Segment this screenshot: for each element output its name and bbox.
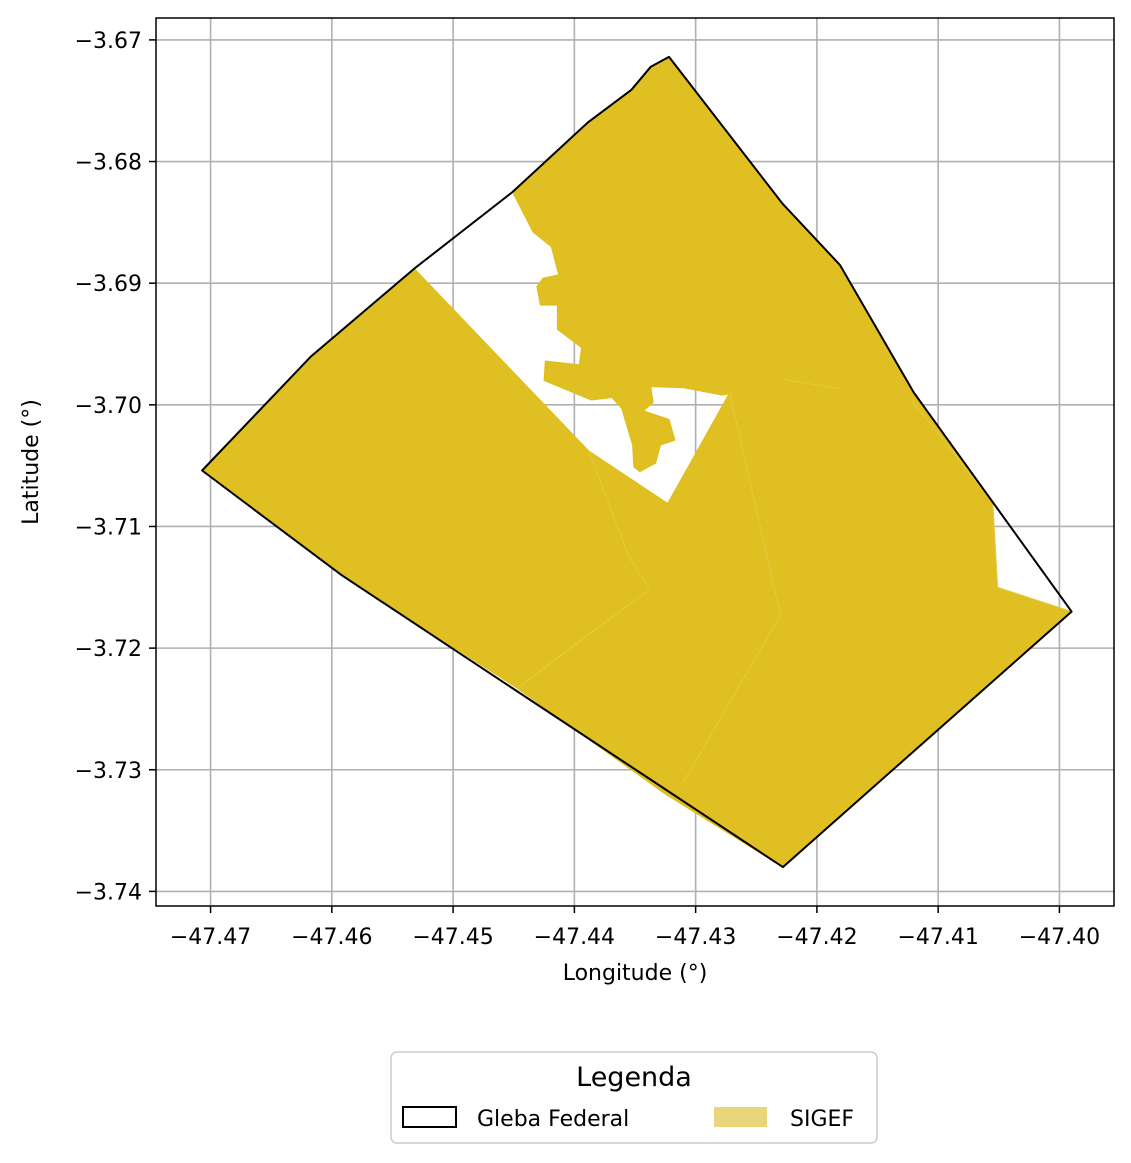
- x-tick-label: −47.46: [291, 925, 372, 950]
- x-axis-label: Longitude (°): [563, 961, 708, 986]
- y-tick-label: −3.73: [75, 759, 142, 784]
- legend-title: Legenda: [576, 1062, 692, 1093]
- sigef-parcel-boundary: [683, 392, 781, 783]
- x-tick-label: −47.43: [655, 925, 736, 950]
- legend-swatch-gleba-federal: [402, 1106, 457, 1128]
- sigef-parcel-boundary: [782, 378, 842, 390]
- y-tick-label: −3.70: [75, 394, 142, 419]
- plot-area: −47.47 −47.46 −47.45 −47.44 −47.43 −47.42 −47.…: [75, 17, 1115, 950]
- y-tick-label: −3.68: [75, 151, 142, 176]
- y-tick-label: −3.69: [75, 272, 142, 297]
- gleba-federal-boundary: [201, 55, 1073, 869]
- x-tick-label: −47.40: [1019, 925, 1100, 950]
- legend-swatch-sigef: [714, 1107, 767, 1127]
- y-tick-label: −3.67: [75, 29, 142, 54]
- legend-label-gleba-federal: Gleba Federal: [477, 1107, 629, 1132]
- y-tick-label: −3.72: [75, 637, 142, 662]
- sigef-parcel-boundary: [909, 398, 1072, 612]
- legend-label-sigef: SIGEF: [790, 1107, 854, 1132]
- x-tick-label: −47.44: [534, 925, 615, 950]
- sigef-parcel-boundary: [517, 450, 651, 689]
- x-tick-label: −47.41: [897, 925, 978, 950]
- gleba-federal-layer: [201, 55, 1073, 869]
- y-tick-label: −3.74: [75, 880, 142, 905]
- plot-frame: [155, 17, 1115, 907]
- legend: Legenda Gleba Federal SIGEF: [390, 1051, 878, 1144]
- x-tick-label: −47.42: [776, 925, 857, 950]
- axis-ticks: −47.47 −47.46 −47.45 −47.44 −47.43 −47.42 −47.…: [75, 29, 1101, 950]
- y-tick-label: −3.71: [75, 515, 142, 540]
- x-tick-label: −47.47: [170, 925, 251, 950]
- x-tick-label: −47.45: [412, 925, 493, 950]
- y-axis-label: Latitude (°): [19, 399, 44, 525]
